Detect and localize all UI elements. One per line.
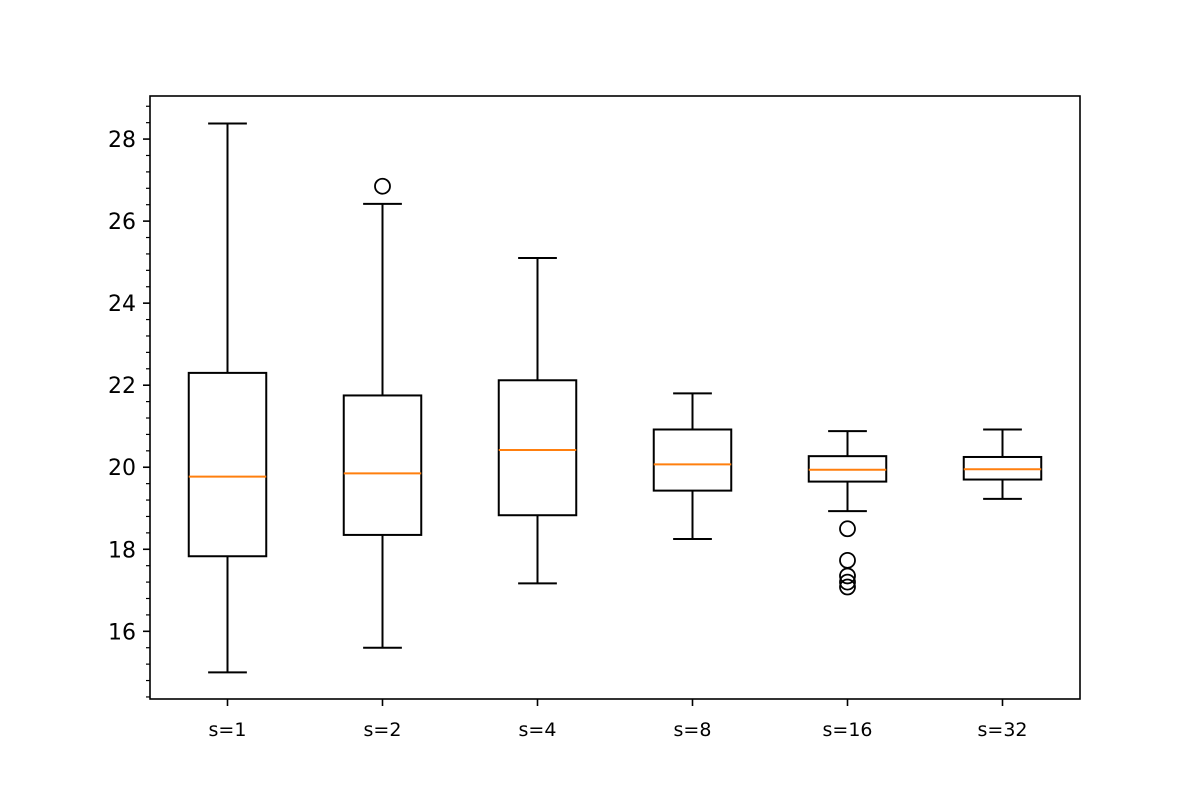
- outlier-point: [839, 567, 856, 585]
- outlier-point: [839, 573, 856, 591]
- outlier-point: [839, 520, 856, 538]
- x-tick-label: s=8: [674, 719, 712, 741]
- y-tick-label: 20: [108, 456, 136, 481]
- box-iqr: [652, 428, 733, 492]
- x-tick-label: s=16: [823, 719, 873, 741]
- x-tick-label: s=4: [519, 719, 557, 741]
- y-tick-label: 26: [108, 210, 136, 235]
- x-tick-label: s=2: [364, 719, 402, 741]
- y-tick-label: 18: [108, 538, 136, 563]
- y-tick-label: 16: [108, 620, 136, 645]
- x-tick-label: s=32: [978, 719, 1028, 741]
- x-tick-label: s=1: [209, 719, 247, 741]
- box-iqr: [962, 455, 1043, 481]
- y-tick-label: 28: [108, 128, 136, 153]
- box-iqr: [497, 379, 578, 517]
- plot-area: s=1 s=2 s=4 s=8 s=16 s=32 16 18 20 22 24 26 28: [108, 105, 1043, 741]
- box-iqr: [342, 394, 423, 536]
- y-tick-label: 24: [108, 292, 136, 317]
- outlier-point: [839, 578, 856, 596]
- y-tick-label: 22: [108, 374, 136, 399]
- axes-frame: [149, 95, 1081, 700]
- outlier-point: [374, 177, 391, 195]
- box-iqr: [187, 371, 268, 558]
